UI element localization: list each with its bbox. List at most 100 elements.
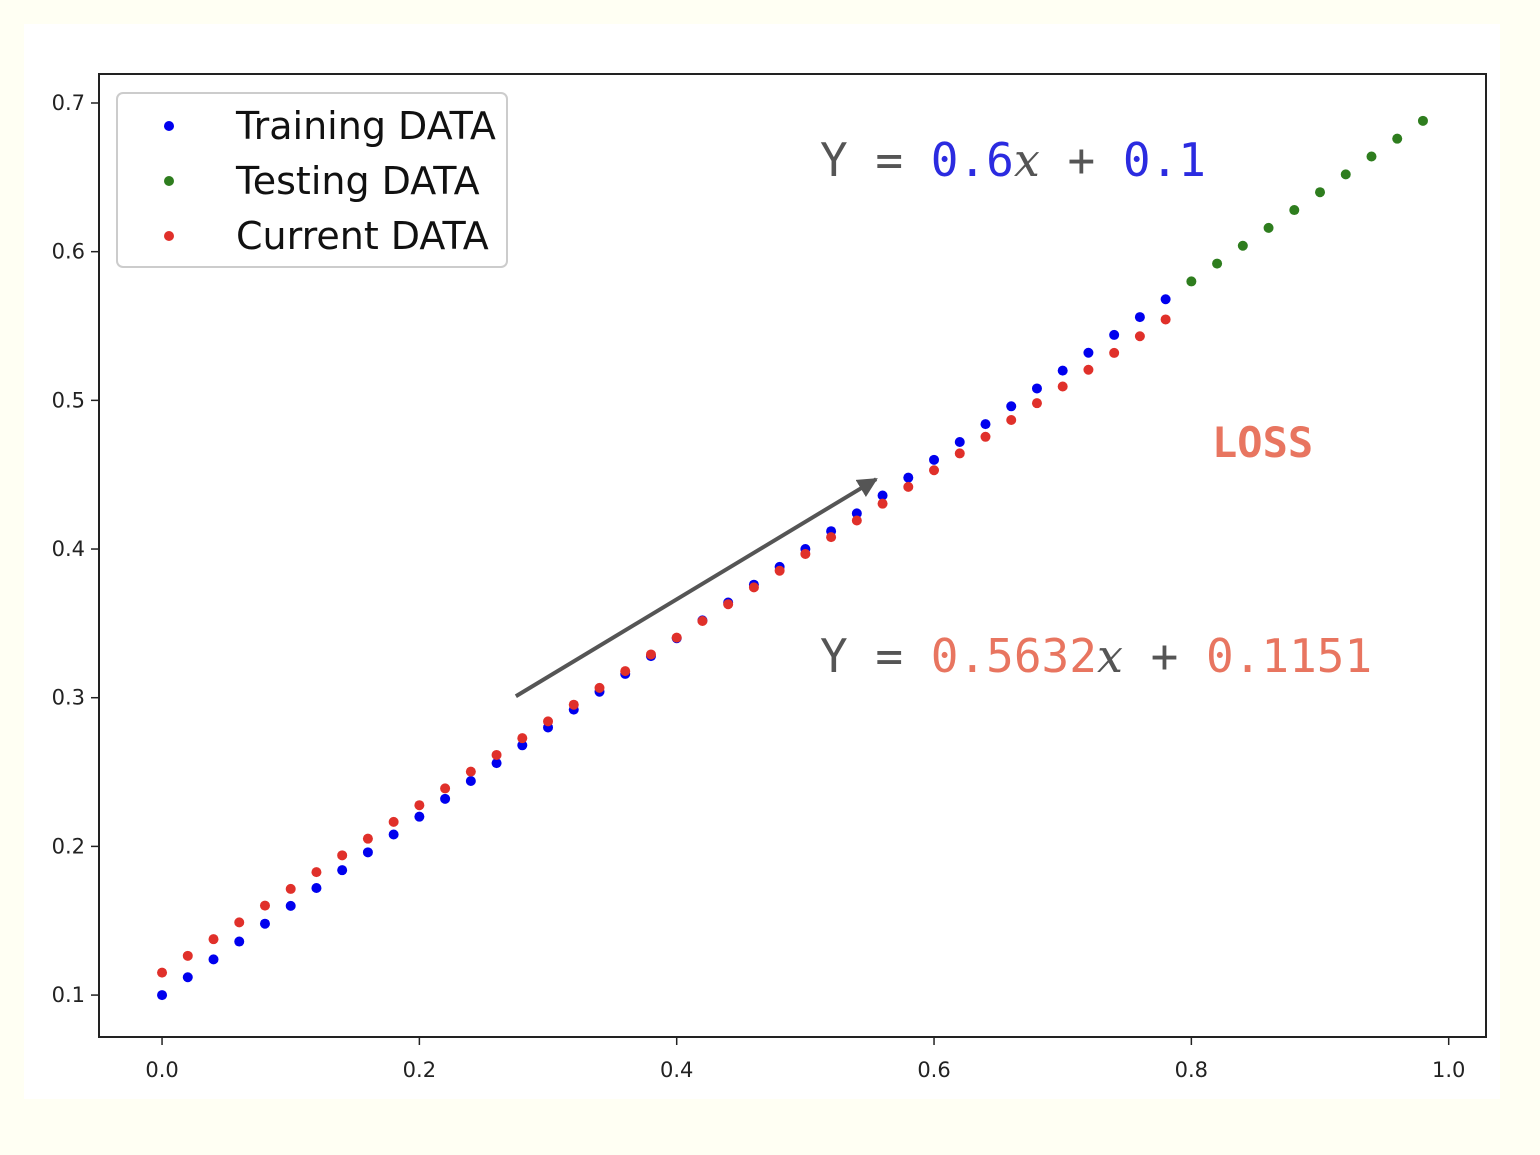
point-current-data — [671, 632, 682, 643]
point-current-data — [517, 733, 528, 744]
point-current-data — [645, 649, 656, 660]
point-current-data — [723, 599, 734, 610]
point-training-data — [465, 775, 476, 786]
point-current-data — [1160, 314, 1171, 325]
point-training-data — [954, 436, 965, 447]
y-axis: 0.1 0.2 0.3 0.4 0.5 0.6 0.7 — [52, 91, 99, 1007]
point-current-data — [826, 532, 837, 543]
point-training-data — [1006, 401, 1017, 412]
point-training-data — [1160, 294, 1171, 305]
point-training-data — [234, 936, 245, 947]
point-training-data — [414, 811, 425, 822]
point-training-data — [440, 793, 451, 804]
point-training-data — [362, 847, 373, 858]
arrow-annotation — [514, 477, 878, 698]
point-training-data — [259, 918, 270, 929]
y-tick-label: 0.6 — [52, 240, 85, 264]
point-current-data — [954, 448, 965, 459]
point-current-data — [1006, 414, 1017, 425]
point-testing-data — [1315, 187, 1326, 198]
point-testing-data — [1263, 222, 1274, 233]
point-current-data — [929, 465, 940, 476]
point-current-data — [259, 900, 270, 911]
point-training-data — [491, 758, 502, 769]
point-testing-data — [1417, 115, 1428, 126]
y-tick-label: 0.1 — [52, 983, 85, 1007]
legend-box — [116, 92, 508, 268]
legend-marker — [164, 231, 174, 241]
point-current-data — [285, 883, 296, 894]
x-tick-label: 0.6 — [917, 1058, 950, 1082]
point-current-data — [311, 867, 322, 878]
point-current-data — [182, 950, 193, 961]
y-tick-label: 0.3 — [52, 686, 85, 710]
point-testing-data — [1186, 276, 1197, 287]
point-current-data — [1083, 364, 1094, 375]
x-tick-label: 0.0 — [145, 1058, 178, 1082]
point-training-data — [1134, 312, 1145, 323]
point-current-data — [414, 800, 425, 811]
legend-marker — [164, 121, 174, 131]
x-tick-label: 1.0 — [1432, 1058, 1465, 1082]
point-current-data — [543, 716, 554, 727]
y-tick-label: 0.2 — [52, 834, 85, 858]
point-training-data — [311, 883, 322, 894]
point-current-data — [903, 481, 914, 492]
point-current-data — [388, 816, 399, 827]
point-training-data — [929, 454, 940, 465]
point-training-data — [903, 472, 914, 483]
point-training-data — [1031, 383, 1042, 394]
point-testing-data — [1340, 169, 1351, 180]
point-current-data — [1031, 398, 1042, 409]
scatter-chart: 0.0 0.2 0.4 0.6 0.8 1.0 0.1 0.2 0.3 0.4 0.5 0.6 0.7… — [52, 73, 1487, 1082]
point-current-data — [697, 615, 708, 626]
point-current-data — [594, 682, 605, 693]
point-current-data — [465, 766, 476, 777]
point-current-data — [362, 833, 373, 844]
y-tick-label: 0.7 — [52, 91, 85, 115]
point-current-data — [748, 582, 759, 593]
point-training-data — [1057, 365, 1068, 376]
legend-label: Testing DATA — [235, 159, 480, 203]
point-current-data — [620, 666, 631, 677]
point-current-data — [157, 967, 168, 978]
y-tick-label: 0.5 — [52, 388, 85, 412]
point-training-data — [1109, 329, 1120, 340]
point-current-data — [851, 515, 862, 526]
point-training-data — [337, 865, 348, 876]
point-current-data — [337, 850, 348, 861]
point-current-data — [877, 498, 888, 509]
current-equation: Y = 0.5632x + 0.1151 — [820, 629, 1372, 683]
point-training-data — [182, 972, 193, 983]
loss-label: LOSS — [1212, 418, 1313, 467]
point-training-data — [877, 490, 888, 501]
point-training-data — [208, 954, 219, 965]
legend-label: Training DATA — [235, 104, 496, 148]
point-current-data — [980, 431, 991, 442]
point-training-data — [285, 900, 296, 911]
target-equation: Y = 0.6x + 0.1 — [820, 133, 1206, 187]
point-current-data — [1057, 381, 1068, 392]
point-current-data — [774, 565, 785, 576]
point-current-data — [208, 934, 219, 945]
x-tick-label: 0.4 — [660, 1058, 693, 1082]
x-tick-label: 0.8 — [1175, 1058, 1208, 1082]
legend-marker — [164, 176, 174, 186]
data-points — [157, 115, 1428, 1001]
point-training-data — [517, 740, 528, 751]
chart-panel: 0.0 0.2 0.4 0.6 0.8 1.0 0.1 0.2 0.3 0.4 0.5 0.6 0.7… — [24, 24, 1500, 1099]
x-tick-label: 0.2 — [403, 1058, 436, 1082]
point-training-data — [1083, 347, 1094, 358]
point-current-data — [1109, 347, 1120, 358]
point-testing-data — [1366, 151, 1377, 162]
point-current-data — [1134, 331, 1145, 342]
y-tick-label: 0.4 — [52, 537, 85, 561]
legend-label: Current DATA — [236, 214, 489, 258]
x-axis: 0.0 0.2 0.4 0.6 0.8 1.0 — [145, 1037, 1465, 1082]
point-training-data — [388, 829, 399, 840]
point-testing-data — [1237, 240, 1248, 251]
point-testing-data — [1392, 133, 1403, 144]
point-training-data — [851, 508, 862, 519]
legend: Training DATA Testing DATA Current DATA — [116, 92, 508, 268]
point-testing-data — [1212, 258, 1223, 269]
